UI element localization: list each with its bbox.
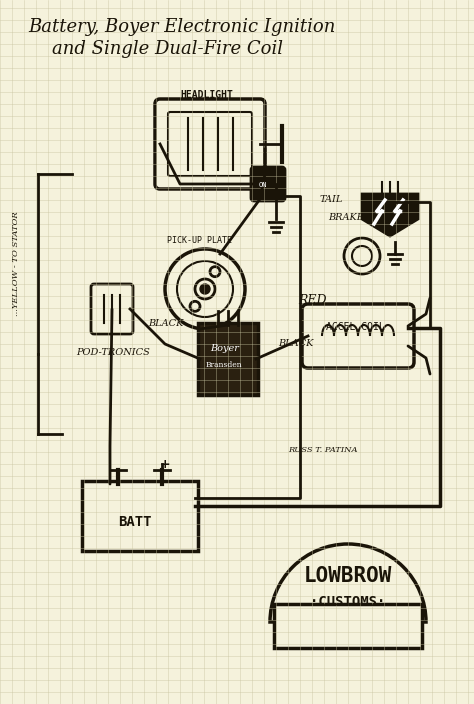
Circle shape: [352, 246, 372, 266]
FancyBboxPatch shape: [274, 604, 422, 648]
Text: Boyer: Boyer: [210, 344, 239, 353]
Text: PICK-UP PLATE: PICK-UP PLATE: [167, 236, 232, 245]
Text: LOWBROW: LOWBROW: [304, 566, 392, 586]
FancyBboxPatch shape: [155, 99, 265, 189]
Wedge shape: [270, 544, 426, 622]
Circle shape: [177, 261, 233, 317]
FancyBboxPatch shape: [82, 481, 198, 551]
FancyBboxPatch shape: [168, 112, 252, 176]
Text: ...YELLOW - TO STATOR: ...YELLOW - TO STATOR: [12, 211, 20, 316]
Text: BATT: BATT: [118, 515, 152, 529]
Text: HEADLIGHT: HEADLIGHT: [180, 90, 233, 100]
Text: +: +: [160, 458, 171, 471]
Text: RED: RED: [298, 294, 327, 307]
Text: Bransden: Bransden: [206, 361, 243, 369]
Polygon shape: [362, 194, 418, 236]
Text: ACCEL COIL: ACCEL COIL: [326, 322, 385, 332]
Circle shape: [200, 284, 210, 294]
Text: RUSS T. PATINA: RUSS T. PATINA: [288, 446, 357, 454]
FancyBboxPatch shape: [198, 323, 258, 395]
FancyBboxPatch shape: [302, 304, 414, 368]
Text: TAIL: TAIL: [320, 195, 343, 204]
Text: Battery, Boyer Electronic Ignition: Battery, Boyer Electronic Ignition: [28, 18, 336, 36]
Text: ON: ON: [259, 182, 267, 188]
Text: and Single Dual-Fire Coil: and Single Dual-Fire Coil: [52, 40, 283, 58]
Circle shape: [195, 279, 215, 299]
FancyBboxPatch shape: [91, 284, 133, 334]
Circle shape: [210, 267, 220, 277]
Circle shape: [190, 301, 200, 311]
Text: POD-TRONICS: POD-TRONICS: [76, 348, 150, 357]
Text: BLACK: BLACK: [278, 339, 313, 348]
Circle shape: [344, 238, 380, 274]
FancyBboxPatch shape: [251, 167, 285, 201]
Text: ·CUSTOMS·: ·CUSTOMS·: [310, 595, 386, 609]
Circle shape: [165, 249, 245, 329]
Text: BRAKE: BRAKE: [328, 213, 364, 222]
Text: BLACK: BLACK: [148, 319, 183, 328]
